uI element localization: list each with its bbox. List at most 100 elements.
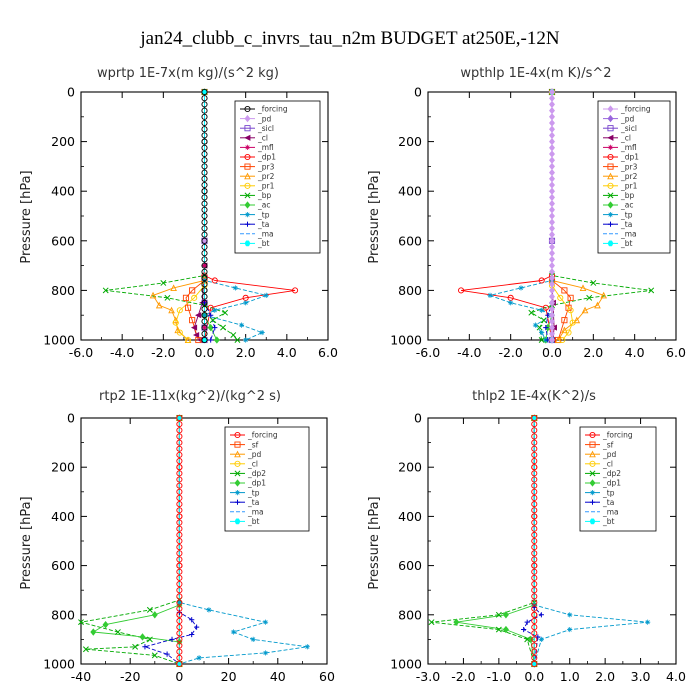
series-point-forcing (201, 293, 208, 300)
plot-area: -6.0 -4.0 -2.0 0.0 2.0 4.0 6.0 0 200 400 600 800 100… (390, 85, 686, 361)
series-point-forcing (549, 292, 555, 301)
series-point-forcing (176, 544, 183, 551)
x-tick-label: -2.0 (498, 345, 522, 360)
series-point-pr2 (561, 326, 568, 334)
y-axis-label: Pressure [hPa] (19, 170, 34, 263)
series-point-pr2 (581, 306, 589, 314)
series-point-forcing (201, 299, 208, 306)
series-point-pr1 (559, 336, 566, 344)
series-point-forcing (176, 414, 183, 422)
series-point-dp1 (542, 304, 549, 311)
legend-label: _pr2 (620, 172, 638, 181)
legend-label: _tp (247, 488, 260, 497)
series-point-forcing (201, 281, 208, 288)
legend-label: _ta (620, 220, 632, 229)
legend-box (234, 100, 321, 254)
legend-label: _bt (257, 239, 270, 248)
series-point-forcing (531, 482, 538, 489)
y-tick-label: 400 (398, 184, 422, 199)
series-point-dp2 (132, 643, 139, 650)
legend-label: _pr1 (620, 182, 638, 191)
legend-marker (244, 114, 251, 123)
series-line-pr2 (152, 92, 205, 341)
series-point-pr1 (184, 336, 192, 344)
series-point-cl (190, 324, 198, 331)
series-point-forcing (549, 106, 555, 115)
legend-marker (607, 105, 614, 113)
series-line-dp2 (431, 418, 535, 665)
series-point-tp (243, 300, 249, 306)
legend-label: _bt (620, 239, 633, 248)
series-point-forcing (201, 243, 208, 251)
series-point-forcing (176, 433, 183, 440)
series-point-forcing (549, 199, 555, 208)
series-point-dp1 (458, 287, 465, 294)
series-point-forcing (201, 113, 208, 120)
series-point-pr3 (189, 287, 196, 294)
legend-label: _pr1 (257, 182, 275, 191)
series-point-forcing (176, 630, 183, 637)
series-point-forcing (176, 470, 183, 477)
series-point-forcing (531, 457, 538, 465)
series-point-ta (142, 644, 148, 650)
legend-label: _mfl (620, 143, 637, 152)
series-point-bp (536, 324, 543, 331)
series-group (428, 414, 651, 668)
series-point-dp1 (502, 611, 509, 619)
series-point-forcing (176, 457, 183, 465)
y-tick-label: 600 (51, 558, 75, 573)
x-tick-label: 0.0 (524, 669, 544, 684)
series-point-forcing (176, 427, 183, 434)
series-point-forcing (531, 593, 538, 600)
x-tick-label: 6.0 (318, 345, 338, 360)
series-point-bp (538, 337, 545, 343)
series-point-forcing (549, 150, 555, 158)
legend-marker (589, 450, 596, 458)
series-point-pr3 (561, 317, 568, 324)
series-point-bp (164, 294, 171, 301)
series-point-dp1 (292, 287, 299, 294)
series-point-tp (201, 312, 208, 318)
legend-label: _sf (602, 440, 614, 449)
x-tick-label: -3.0 (416, 669, 440, 684)
legend-label: _cl (257, 134, 268, 143)
panel-wprtp: wprtp 1E-7x(m kg)/(s^2 kg) Pressure [hPa… (19, 66, 338, 360)
legend-marker (244, 182, 251, 189)
legend-label: _bp (620, 191, 635, 200)
series-point-forcing (531, 507, 538, 514)
series-point-forcing (531, 568, 538, 575)
panel-title: wpthlp 1E-4x(m K)/s^2 (460, 66, 611, 81)
x-tick-label: 6.0 (666, 345, 686, 360)
series-point-pr2 (155, 301, 163, 309)
legend-label: _ta (602, 498, 614, 507)
x-tick-label: -4.0 (110, 345, 134, 360)
legend-marker (244, 240, 251, 247)
series-point-forcing (201, 200, 208, 207)
y-tick-label: 800 (398, 283, 422, 298)
series-point-forcing (531, 439, 538, 446)
series-point-forcing (176, 605, 183, 612)
series-point-forcing (201, 95, 208, 102)
legend-label: _dp1 (602, 479, 621, 488)
series-point-ta (201, 300, 208, 306)
series-point-forcing (531, 617, 538, 625)
series-point-forcing (201, 206, 208, 213)
y-tick-label: 200 (51, 460, 75, 475)
legend-label: _pr2 (257, 172, 275, 181)
series-point-forcing (176, 445, 183, 452)
series-point-dp1 (502, 625, 509, 634)
series-point-tp (238, 322, 245, 328)
legend-label: _bt (602, 517, 615, 526)
series-point-forcing (176, 537, 183, 545)
series-point-forcing (531, 562, 538, 569)
series-point-forcing (176, 654, 183, 661)
legend-marker (244, 172, 251, 180)
series-point-forcing (201, 237, 208, 244)
x-tick-label: 4.0 (625, 345, 645, 360)
y-tick-label: 0 (67, 411, 75, 426)
legend-marker (234, 490, 241, 496)
x-tick-label: 4.0 (277, 345, 297, 360)
panel-thlp2: thlp2 1E-4x(K^2)/s Pressure [hPa] -3.0 -2… (367, 389, 686, 684)
series-group (458, 88, 655, 344)
x-tick-label: -40 (71, 669, 91, 684)
